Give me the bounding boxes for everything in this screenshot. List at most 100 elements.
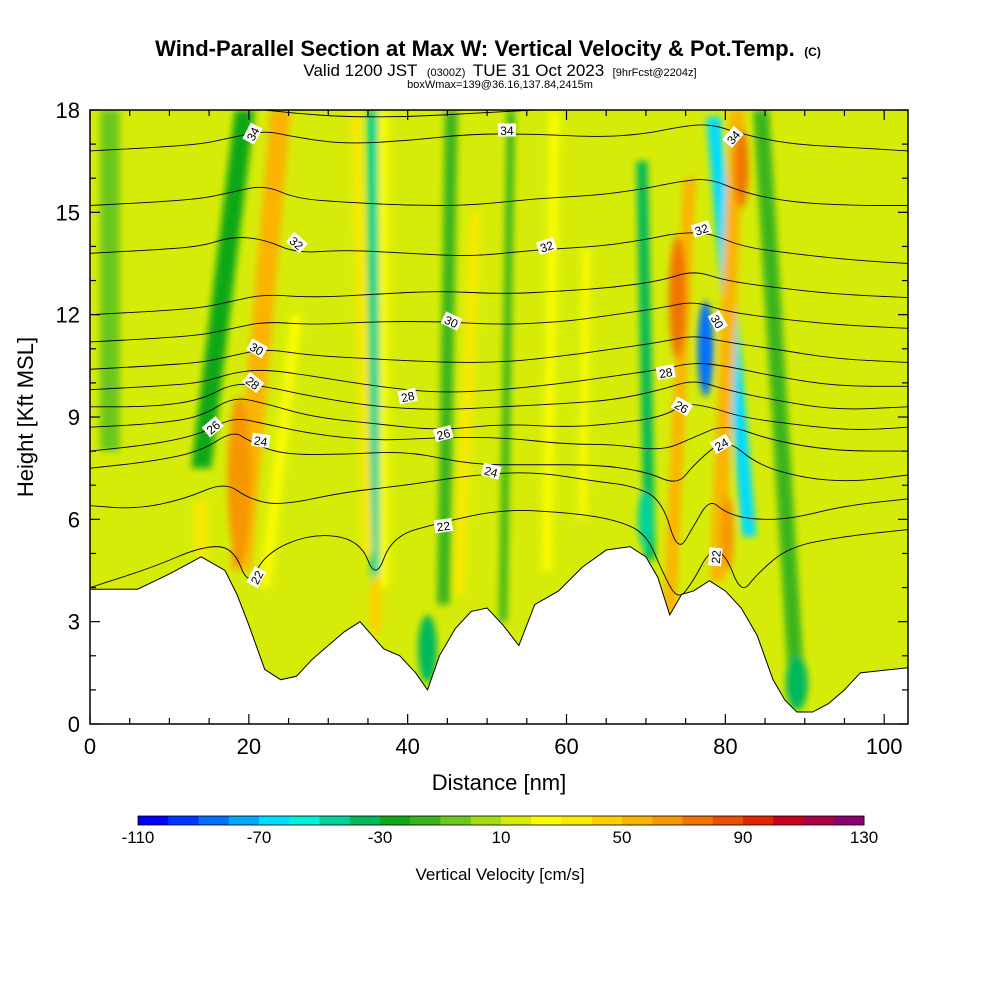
colorbar-swatch-12	[501, 816, 532, 825]
contour-label-9: 28	[242, 371, 265, 394]
vv-band-6	[437, 110, 458, 605]
svg-text:30: 30	[708, 312, 727, 331]
vv-band-4	[351, 110, 373, 554]
colorbar-label-2: -30	[368, 828, 393, 847]
potential-temperature-contours	[90, 110, 908, 596]
x-tick-label-0: 0	[84, 734, 96, 759]
plot-area: 34 34 34 32 32 32 30 30 30 28 28 28 26 26 26 24 24 24 22 22…	[90, 110, 908, 724]
theta-contour-26	[90, 398, 908, 430]
theta-contour-35	[264, 110, 535, 118]
svg-text:28: 28	[658, 365, 674, 381]
colorbar-swatch-0	[138, 816, 169, 825]
vv-band-7	[454, 212, 480, 595]
svg-text:22: 22	[709, 549, 724, 564]
vv-band-3	[366, 110, 382, 588]
contour-labels: 34 34 34 32 32 32 30 30 30 28 28 28 26 26 26 24 24 24 22 22…	[201, 122, 744, 589]
svg-text:26: 26	[435, 426, 452, 443]
theta-contour-23	[90, 472, 908, 545]
x-tick-label-5: 100	[866, 734, 903, 759]
colorbar-swatch-1	[168, 816, 199, 825]
colorbar-swatch-3	[228, 816, 260, 825]
y-tick-label-1: 3	[68, 610, 80, 635]
contour-label-3: 32	[285, 231, 308, 254]
vv-band-0	[191, 110, 255, 469]
colorbar-swatch-8	[380, 816, 411, 825]
y-tick-label-2: 6	[68, 507, 80, 532]
colorbar-title: Vertical Velocity [cm/s]	[415, 865, 584, 884]
contour-label-15: 24	[251, 432, 271, 449]
vv-band-5	[379, 110, 389, 588]
theta-contour-32	[90, 232, 908, 264]
svg-text:34: 34	[244, 125, 263, 144]
contour-label-18: 22	[433, 517, 454, 535]
x-tick-label-3: 60	[554, 734, 578, 759]
y-tick-label-5: 15	[56, 200, 80, 225]
theta-contour-31	[90, 272, 908, 316]
colorbar-swatch-6	[319, 816, 351, 825]
colorbar-swatch-20	[743, 816, 774, 825]
vv-band-8	[499, 110, 515, 622]
contour-label-19: 22	[246, 566, 267, 589]
y-tick-label-6: 18	[56, 98, 80, 123]
svg-text:32: 32	[693, 221, 710, 239]
x-tick-label-2: 40	[395, 734, 419, 759]
contour-label-11: 28	[655, 364, 676, 381]
vv-band-11	[636, 161, 656, 561]
colorbar-swatch-4	[259, 816, 290, 825]
chart-subtitle: Valid 1200 JST (0300Z) TUE 31 Oct 2023 […	[303, 61, 696, 80]
colorbar-label-4: 50	[613, 828, 632, 847]
colorbar-swatch-19	[712, 816, 744, 825]
svg-text:30: 30	[442, 313, 460, 331]
contour-label-2: 34	[722, 125, 744, 149]
svg-text:24: 24	[483, 464, 500, 481]
colorbar-swatch-18	[682, 816, 714, 825]
vv-band-17	[99, 110, 120, 452]
vv-blob-9	[369, 573, 383, 636]
contour-label-17: 24	[710, 433, 733, 454]
contour-label-4: 32	[535, 237, 558, 256]
svg-text:32: 32	[538, 238, 555, 256]
colorbar-swatch-16	[622, 816, 653, 825]
colorbar-swatch-7	[349, 816, 381, 825]
contour-label-1: 34	[497, 123, 516, 138]
vv-band-15	[753, 110, 805, 690]
chart-subtitle-2: boxWmax=139@36.16,137.84,2415m	[407, 79, 593, 91]
vv-band-16	[195, 502, 208, 557]
svg-text:28: 28	[400, 389, 416, 406]
x-tick-label-4: 80	[713, 734, 737, 759]
theta-contour-28	[90, 363, 908, 393]
contour-label-0: 34	[242, 122, 263, 145]
vv-blob-8	[417, 614, 438, 684]
contour-label-20: 22	[708, 547, 724, 567]
x-tick-label-1: 20	[237, 734, 261, 759]
contour-label-10: 28	[397, 387, 418, 406]
colorbar-swatch-21	[773, 816, 804, 825]
contour-label-7: 30	[708, 310, 728, 333]
colorbar-swatch-17	[652, 816, 683, 825]
svg-text:26: 26	[672, 398, 691, 417]
theta-contour-33	[90, 179, 908, 206]
svg-text:30: 30	[247, 340, 266, 359]
colorbar-swatch-14	[561, 816, 593, 825]
colorbar-label-0: -110	[122, 828, 155, 847]
y-tick-label-3: 9	[68, 405, 80, 430]
colorbar-swatch-15	[591, 816, 623, 825]
theta-contour-22	[90, 510, 908, 596]
theta-contour-29	[90, 336, 908, 370]
theta-contour-24	[90, 433, 908, 482]
vv-band-12	[663, 178, 696, 612]
colorbar-label-1: -70	[247, 828, 272, 847]
svg-text:22: 22	[248, 568, 267, 587]
colorbar-swatch-23	[833, 816, 865, 825]
y-axis-title: Height [Kft MSL]	[13, 337, 38, 497]
contour-label-6: 30	[440, 311, 463, 331]
vv-blob-2	[668, 236, 687, 360]
colorbar-swatch-2	[198, 816, 230, 825]
y-tick-label-0: 0	[68, 712, 80, 737]
colorbar-swatch-13	[531, 816, 562, 825]
theta-contour-30	[90, 302, 908, 343]
terrain-mask	[90, 546, 908, 724]
vv-blob-3	[721, 495, 735, 571]
chart-title: Wind-Parallel Section at Max W: Vertical…	[155, 36, 821, 61]
